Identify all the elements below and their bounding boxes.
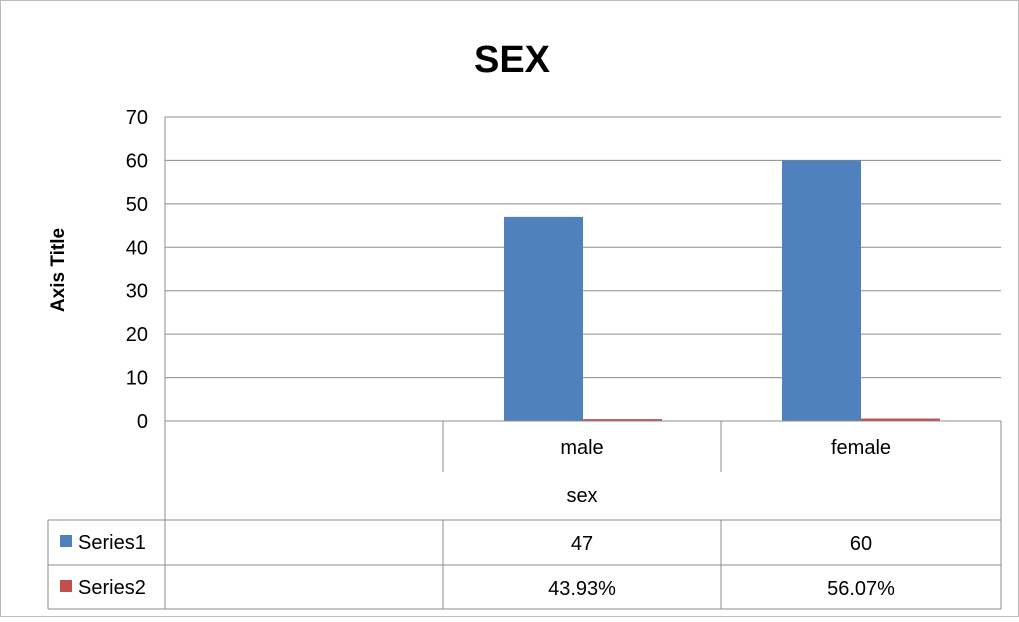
y-tick-label: 10 [126, 368, 148, 390]
legend-label: Series1 [78, 532, 146, 554]
y-tick-label: 50 [126, 194, 148, 216]
legend-label: Series2 [78, 577, 146, 599]
y-tick-label: 70 [126, 107, 148, 129]
bar-series1-female [782, 160, 861, 421]
y-axis-title: Axis Title [48, 228, 69, 312]
table-value: 56.07% [827, 578, 895, 600]
x-category-label: female [831, 437, 891, 459]
y-tick-label: 40 [126, 237, 148, 259]
y-tick-label: 20 [126, 324, 148, 346]
y-tick-label: 30 [126, 281, 148, 303]
x-axis-title: sex [566, 485, 597, 507]
bar-series2-male [583, 419, 662, 421]
x-category-label: male [560, 437, 603, 459]
table-value: 60 [850, 533, 872, 555]
bar-series2-female [861, 418, 940, 421]
bars [504, 160, 940, 421]
y-axis-ticks: 0 10 20 30 40 50 60 70 [126, 107, 148, 433]
bar-series1-male [504, 216, 583, 421]
legend-key-series2 [60, 580, 72, 592]
legend-key-series1 [60, 535, 72, 547]
table-value: 43.93% [548, 578, 616, 600]
y-tick-label: 60 [126, 150, 148, 172]
y-tick-label: 0 [137, 411, 148, 433]
data-table: male female Series1 47 60 Series2 43.93% 56.07% [47, 420, 1002, 610]
chart-title: SEX [474, 39, 551, 81]
table-value: 47 [571, 533, 593, 555]
